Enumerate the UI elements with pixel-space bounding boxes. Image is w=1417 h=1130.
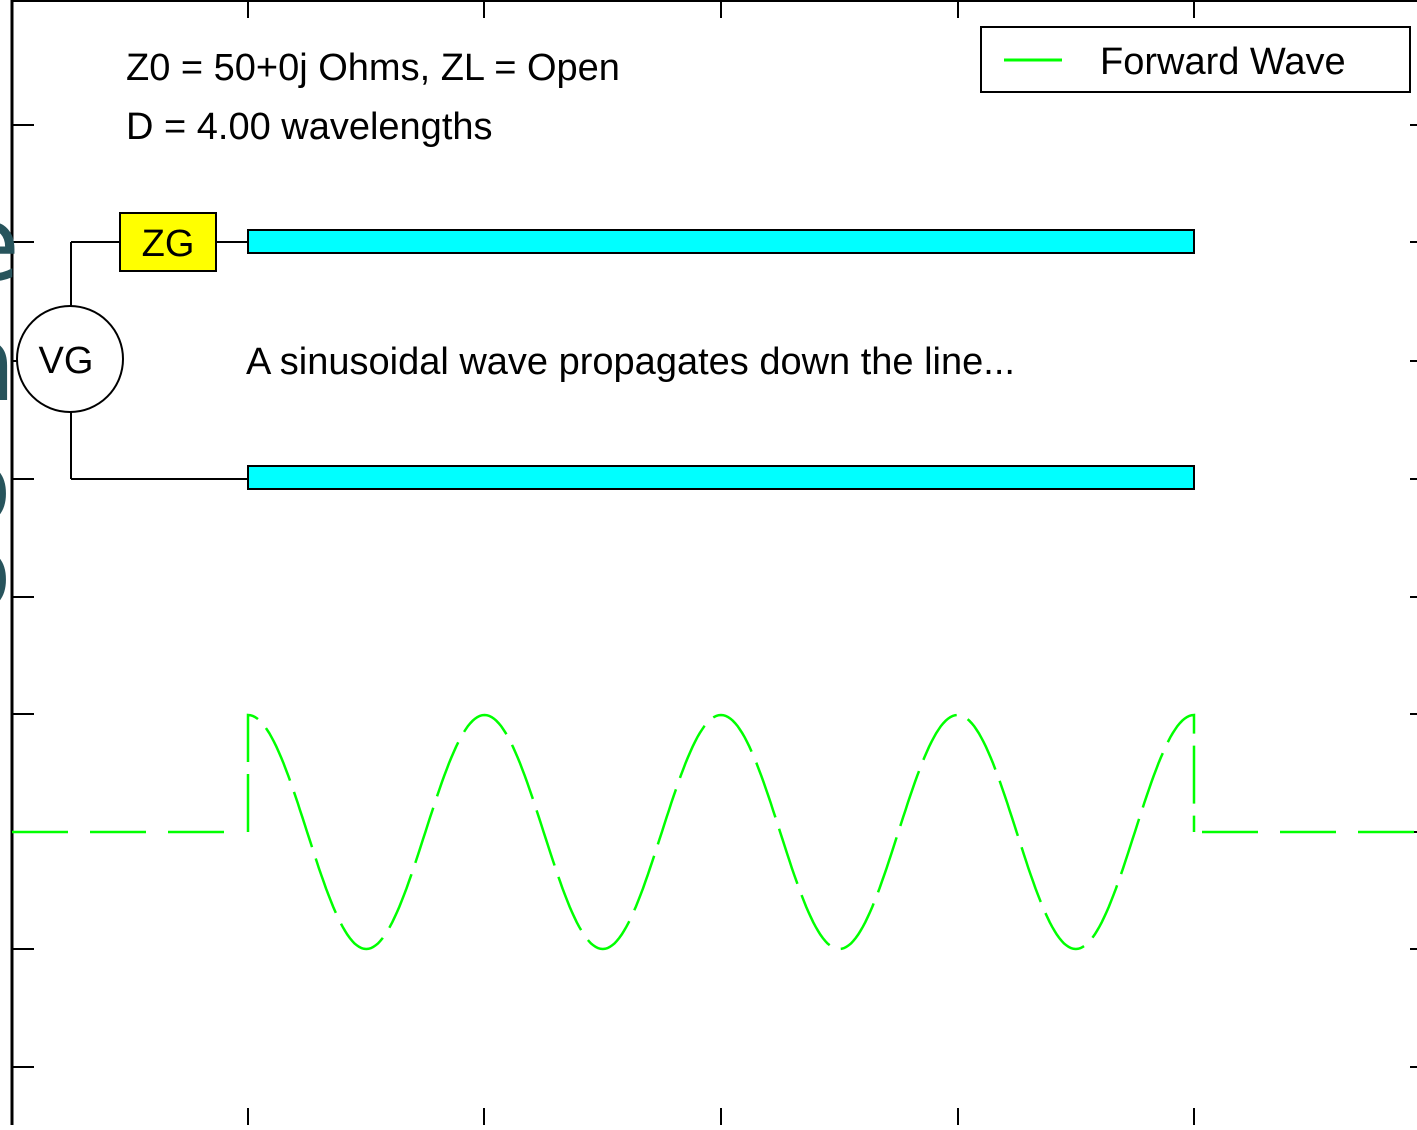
generator-circuit: ZG VG	[16, 212, 248, 480]
parameters-text: Z0 = 50+0j Ohms, ZL = Open	[126, 47, 620, 89]
legend-label-forward-wave: Forward Wave	[1100, 41, 1346, 83]
background-fragment-4: o	[0, 520, 12, 624]
axes-frame	[10, 0, 1417, 1125]
zg-label: ZG	[142, 223, 195, 265]
distance-text: D = 4.00 wavelengths	[126, 106, 493, 148]
lower-conductor	[247, 465, 1195, 490]
background-fragment-3: o	[0, 434, 12, 538]
background-fragment-2: n	[0, 312, 16, 416]
zg-impedance-box	[119, 212, 217, 272]
caption-text: A sinusoidal wave propagates down the li…	[246, 341, 1015, 383]
forward-wave-series	[12, 713, 1417, 951]
legend: Forward Wave	[980, 26, 1411, 93]
forward-wave-line	[246, 713, 1196, 951]
vg-source-circle	[16, 305, 124, 413]
transmission-line	[247, 229, 1195, 490]
vg-label: VG	[39, 340, 94, 382]
background-fragment-1: e	[0, 192, 20, 296]
axis-ticks	[12, 1, 1417, 1125]
upper-conductor	[247, 229, 1195, 254]
